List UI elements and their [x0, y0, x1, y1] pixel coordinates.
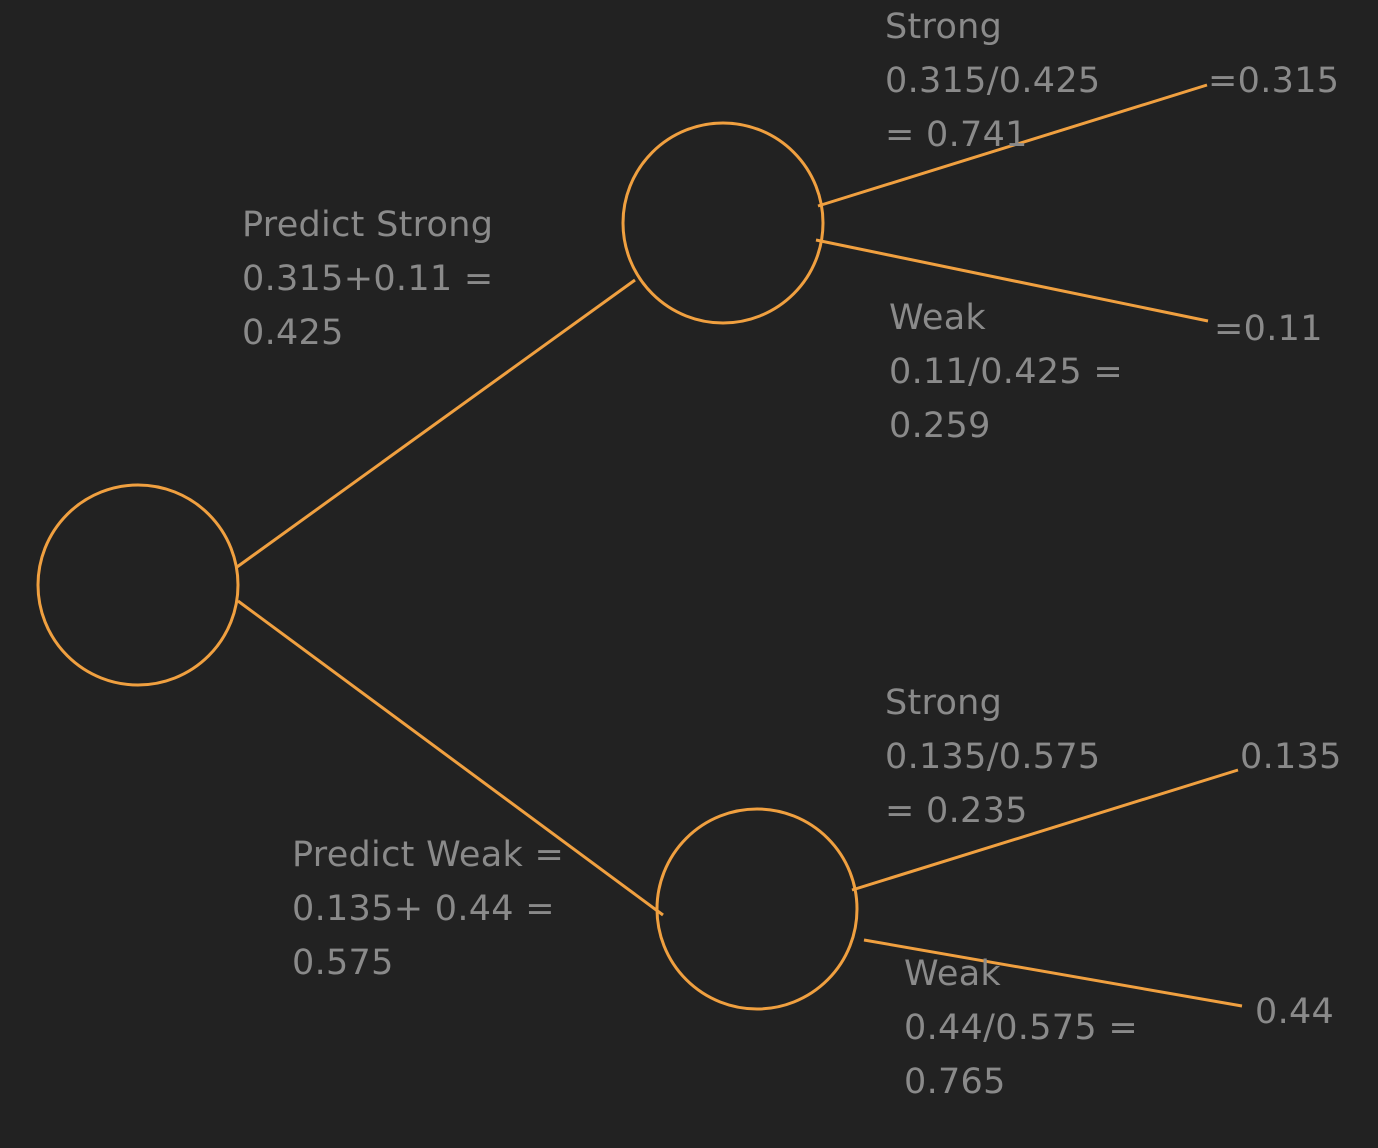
predict-strong-title: Predict Strong — [242, 205, 494, 245]
upper-strong-ratio: 0.315/0.425 — [885, 61, 1101, 101]
upper-weak-label: Weak 0.11/0.425 = 0.259 — [889, 291, 1123, 453]
lower-weak-ratio: 0.44/0.575 = — [904, 1008, 1138, 1048]
leaf-lower-weak-value: 0.44 — [1255, 992, 1335, 1032]
lower-weak-label: Weak 0.44/0.575 = 0.765 — [904, 947, 1138, 1109]
lower-strong-title: Strong — [885, 683, 1003, 723]
edge-lower-to-weak-leaf — [863, 938, 1243, 1008]
predict-weak-sum: 0.135+ 0.44 = — [292, 889, 555, 929]
leaf-upper-strong-value: =0.315 — [1208, 61, 1340, 101]
upper-strong-title: Strong — [885, 7, 1003, 47]
leaf-upper-weak-value: =0.11 — [1214, 309, 1323, 349]
predict-weak-label: Predict Weak = 0.135+ 0.44 = 0.575 — [292, 828, 564, 990]
edge-lower-to-strong-leaf — [851, 768, 1239, 892]
edge-root-to-upper-node — [236, 278, 636, 569]
predict-weak-title: Predict Weak = — [292, 835, 565, 875]
predict-strong-sum: 0.315+0.11 = — [242, 259, 494, 299]
upper-chance-node — [621, 121, 825, 325]
edge-upper-to-strong-leaf — [817, 83, 1208, 208]
predict-strong-label: Predict Strong 0.315+0.11 = 0.425 — [242, 198, 494, 360]
upper-strong-result: = 0.741 — [885, 115, 1028, 155]
predict-weak-total: 0.575 — [292, 943, 394, 983]
lower-strong-ratio: 0.135/0.575 — [885, 737, 1101, 777]
upper-weak-result: 0.259 — [889, 406, 991, 446]
predict-strong-total: 0.425 — [242, 313, 344, 353]
lower-weak-result: 0.765 — [904, 1062, 1006, 1102]
leaf-lower-strong-value: 0.135 — [1240, 737, 1342, 777]
lower-strong-label: Strong 0.135/0.575 = 0.235 — [885, 676, 1101, 838]
upper-weak-ratio: 0.11/0.425 = — [889, 352, 1123, 392]
upper-weak-title: Weak — [889, 298, 987, 338]
edge-upper-to-weak-leaf — [815, 238, 1209, 323]
root-node — [36, 483, 240, 687]
lower-chance-node — [655, 807, 859, 1011]
edge-root-to-lower-node — [237, 599, 664, 917]
upper-strong-label: Strong 0.315/0.425 = 0.741 — [885, 0, 1101, 162]
lower-strong-result: = 0.235 — [885, 791, 1028, 831]
lower-weak-title: Weak — [904, 954, 1002, 994]
